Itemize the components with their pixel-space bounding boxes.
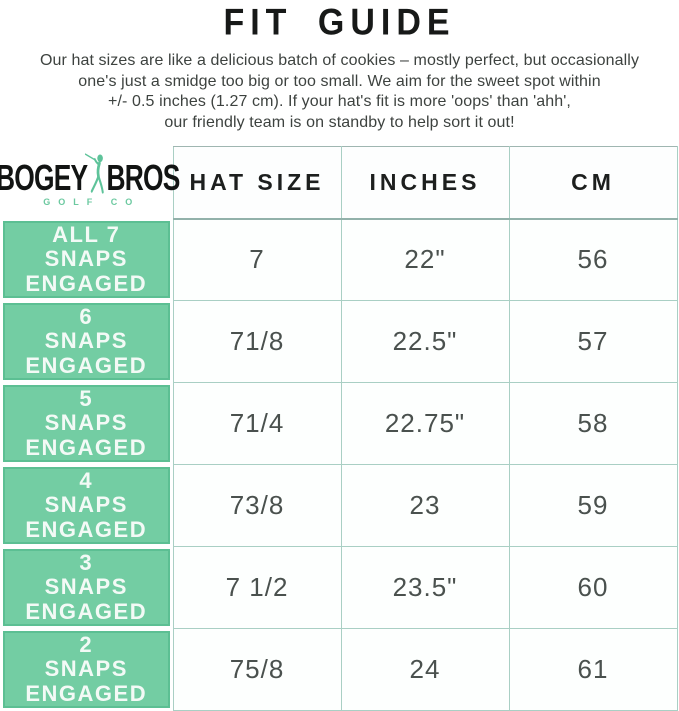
hat-size-value: 71/8 <box>172 300 342 383</box>
snaps-line: ENGAGED <box>25 516 148 542</box>
page-title: FIT GUIDE <box>223 2 456 44</box>
snaps-line: 6 <box>79 304 94 330</box>
inches-value: 23.5" <box>340 546 510 629</box>
snaps-cell: 4 SNAPS ENGAGED <box>3 464 173 547</box>
intro-line: +/- 0.5 inches (1.27 cm). If your hat's … <box>108 93 571 110</box>
snaps-line: ENGAGED <box>25 434 148 460</box>
snaps-label: 5 SNAPS ENGAGED <box>3 385 170 462</box>
table-row: 3 SNAPS ENGAGED 7 1/2 23.5" 60 <box>3 546 678 629</box>
golfer-icon <box>85 152 104 194</box>
brand-logo: BOGEY BROS <box>0 152 180 207</box>
snaps-cell: 2 SNAPS ENGAGED <box>3 628 173 711</box>
snaps-line: SNAPS <box>44 410 128 436</box>
logo-word-bros: BROS <box>106 156 181 198</box>
table-row: 2 SNAPS ENGAGED 75/8 24 61 <box>3 628 678 711</box>
snaps-line: 3 <box>79 550 94 576</box>
snaps-label: 3 SNAPS ENGAGED <box>3 549 170 626</box>
header-row: BOGEY BROS <box>0 146 678 220</box>
logo-word-bogey: BOGEY <box>0 156 88 198</box>
snaps-cell: 6 SNAPS ENGAGED <box>3 300 173 383</box>
bogey-bros-wordmark: BOGEY BROS <box>0 152 181 199</box>
table-row: 5 SNAPS ENGAGED 71/4 22.75" 58 <box>3 382 678 465</box>
column-header-cm: CM <box>508 146 678 220</box>
hat-size-value: 7 1/2 <box>172 546 342 629</box>
snaps-cell: 3 SNAPS ENGAGED <box>3 546 173 629</box>
snaps-line: ALL 7 <box>52 222 121 248</box>
hat-size-value: 71/4 <box>172 382 342 465</box>
snaps-label: 2 SNAPS ENGAGED <box>3 631 170 708</box>
inches-value: 22.5" <box>340 300 510 383</box>
snaps-cell: 5 SNAPS ENGAGED <box>3 382 173 465</box>
hat-size-value: 73/8 <box>172 464 342 547</box>
golf-co-subtext: GOLF CO <box>43 196 141 207</box>
snaps-line: SNAPS <box>44 656 128 682</box>
cm-value: 57 <box>508 300 678 383</box>
inches-value: 22" <box>340 218 510 301</box>
snaps-line: 2 <box>79 632 94 658</box>
inches-value: 22.75" <box>340 382 510 465</box>
table-row: 6 SNAPS ENGAGED 71/8 22.5" 57 <box>3 300 678 383</box>
snaps-label: ALL 7 SNAPS ENGAGED <box>3 221 170 298</box>
fit-guide-table: BOGEY BROS <box>0 146 678 711</box>
table-row: 4 SNAPS ENGAGED 73/8 23 59 <box>3 464 678 547</box>
brand-logo-cell: BOGEY BROS <box>0 146 180 219</box>
snaps-line: ENGAGED <box>25 270 148 296</box>
hat-size-value: 75/8 <box>172 628 342 711</box>
snaps-line: ENGAGED <box>25 598 148 624</box>
snaps-line: ENGAGED <box>25 680 148 706</box>
intro-text: Our hat sizes are like a delicious batch… <box>0 51 679 133</box>
intro-line: Our hat sizes are like a delicious batch… <box>39 52 640 69</box>
snaps-label: 4 SNAPS ENGAGED <box>3 467 170 544</box>
snaps-line: 4 <box>79 468 94 494</box>
intro-line: one's just a smidge too big or too small… <box>78 72 601 90</box>
snaps-cell: ALL 7 SNAPS ENGAGED <box>3 218 173 301</box>
snaps-label: 6 SNAPS ENGAGED <box>3 303 170 380</box>
hat-size-value: 7 <box>172 218 342 301</box>
inches-value: 24 <box>340 628 510 711</box>
inches-value: 23 <box>340 464 510 547</box>
table-row: ALL 7 SNAPS ENGAGED 7 22" 56 <box>3 218 678 301</box>
cm-value: 61 <box>508 628 678 711</box>
cm-value: 56 <box>508 218 678 301</box>
snaps-line: 5 <box>79 386 94 412</box>
intro-line: our friendly team is on standby to help … <box>164 113 515 131</box>
column-header-inches: INCHES <box>340 146 510 220</box>
snaps-line: ENGAGED <box>25 352 148 378</box>
cm-value: 59 <box>508 464 678 547</box>
snaps-line: SNAPS <box>44 328 128 354</box>
snaps-line: SNAPS <box>44 492 128 518</box>
column-header-hat-size: HAT SIZE <box>172 146 342 220</box>
snaps-line: SNAPS <box>44 246 128 272</box>
snaps-line: SNAPS <box>44 574 128 600</box>
cm-value: 60 <box>508 546 678 629</box>
cm-value: 58 <box>508 382 678 465</box>
